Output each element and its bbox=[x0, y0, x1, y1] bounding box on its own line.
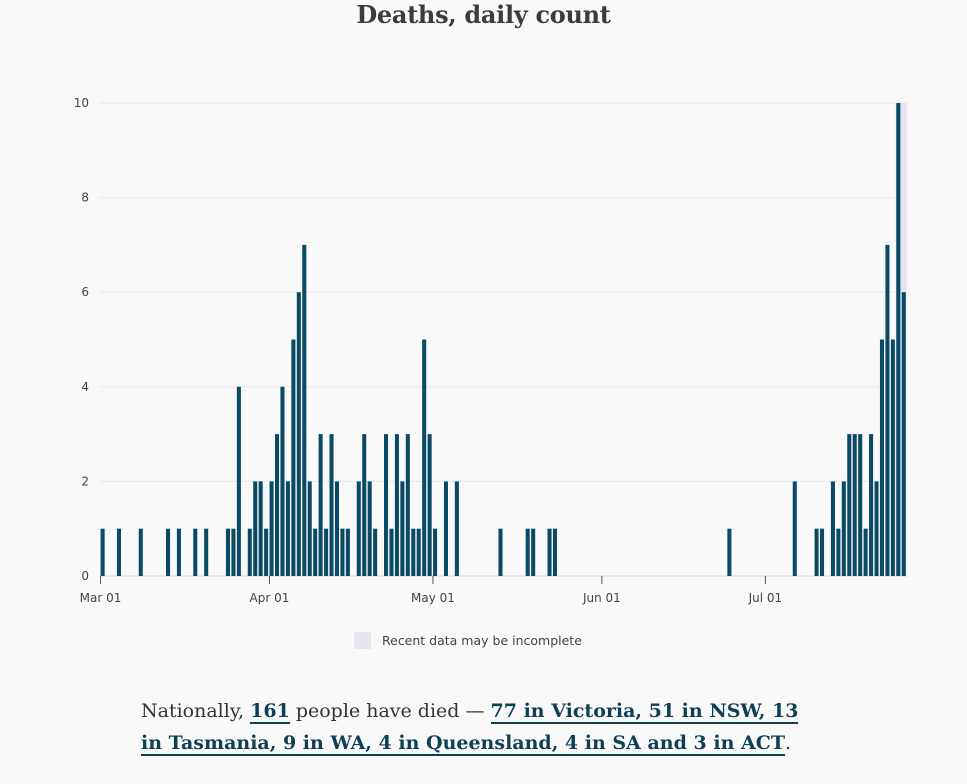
bar[interactable] bbox=[863, 528, 868, 576]
x-tick-label: Jul 01 bbox=[748, 591, 783, 605]
bar[interactable] bbox=[885, 244, 890, 576]
bar[interactable] bbox=[394, 434, 399, 576]
total-deaths-link[interactable]: 161 bbox=[250, 700, 290, 724]
chart-title: Deaths, daily count bbox=[356, 0, 611, 29]
bar[interactable] bbox=[269, 481, 274, 576]
bar[interactable] bbox=[264, 528, 269, 576]
bar[interactable] bbox=[296, 292, 301, 576]
bar[interactable] bbox=[547, 528, 552, 576]
y-axis: 0 2 4 6 8 10 bbox=[74, 96, 89, 583]
bar[interactable] bbox=[275, 434, 280, 576]
bar[interactable] bbox=[858, 434, 863, 576]
bar[interactable] bbox=[285, 481, 290, 576]
bar[interactable] bbox=[356, 481, 361, 576]
bar[interactable] bbox=[329, 434, 334, 576]
bar[interactable] bbox=[280, 386, 285, 576]
bar[interactable] bbox=[901, 292, 906, 576]
bar[interactable] bbox=[847, 434, 852, 576]
y-tick-label: 4 bbox=[81, 380, 89, 394]
y-tick-label: 2 bbox=[81, 474, 89, 488]
bar[interactable] bbox=[302, 244, 307, 576]
bar[interactable] bbox=[231, 528, 236, 576]
bar[interactable] bbox=[433, 528, 438, 576]
bar[interactable] bbox=[727, 528, 732, 576]
bar[interactable] bbox=[820, 528, 825, 576]
bars bbox=[100, 103, 906, 577]
bar[interactable] bbox=[100, 528, 105, 576]
bar[interactable] bbox=[830, 481, 835, 576]
bar[interactable] bbox=[318, 434, 323, 576]
bar[interactable] bbox=[334, 481, 339, 576]
bar[interactable] bbox=[236, 386, 241, 576]
bar[interactable] bbox=[552, 528, 557, 576]
bar[interactable] bbox=[253, 481, 258, 576]
bar[interactable] bbox=[400, 481, 405, 576]
state-breakdown-link[interactable]: 77 in Victoria, 51 in NSW, 13 in Tasmani… bbox=[141, 700, 799, 756]
bar[interactable] bbox=[498, 528, 503, 576]
bar[interactable] bbox=[138, 528, 143, 576]
x-tick-label: Jun 01 bbox=[582, 591, 621, 605]
bar[interactable] bbox=[525, 528, 530, 576]
bar[interactable] bbox=[204, 528, 209, 576]
legend-label: Recent data may be incomplete bbox=[382, 633, 582, 648]
grid-lines bbox=[100, 102, 907, 577]
bar[interactable] bbox=[345, 528, 350, 576]
summary-text: Nationally, 161 people have died — 77 in… bbox=[141, 695, 801, 759]
bar[interactable] bbox=[166, 528, 171, 576]
bar[interactable] bbox=[531, 528, 536, 576]
incomplete-shading bbox=[895, 103, 907, 576]
bar[interactable] bbox=[879, 339, 884, 577]
bar[interactable] bbox=[258, 481, 263, 576]
bar[interactable] bbox=[389, 528, 394, 576]
bar[interactable] bbox=[422, 339, 427, 577]
bar[interactable] bbox=[416, 528, 421, 576]
bar[interactable] bbox=[307, 481, 312, 576]
bar[interactable] bbox=[896, 103, 901, 576]
bar[interactable] bbox=[384, 434, 389, 576]
bar[interactable] bbox=[841, 481, 846, 576]
x-tick-label: Mar 01 bbox=[80, 591, 122, 605]
bar[interactable] bbox=[313, 528, 318, 576]
bar[interactable] bbox=[193, 528, 198, 576]
daily-deaths-chart: 0 2 4 6 8 10 Mar 01 Apr 01 May 01 Jun 01 Jul 01 bbox=[74, 96, 907, 605]
bar[interactable] bbox=[443, 481, 448, 576]
bar[interactable] bbox=[411, 528, 416, 576]
bar[interactable] bbox=[367, 481, 372, 576]
bar[interactable] bbox=[792, 481, 797, 576]
y-tick-label: 8 bbox=[81, 191, 89, 205]
bar[interactable] bbox=[874, 481, 879, 576]
legend: Recent data may be incomplete bbox=[354, 632, 582, 649]
x-tick-label: Apr 01 bbox=[250, 591, 290, 605]
bar[interactable] bbox=[225, 528, 230, 576]
x-axis: Mar 01 Apr 01 May 01 Jun 01 Jul 01 bbox=[80, 576, 783, 605]
bar[interactable] bbox=[324, 528, 329, 576]
x-tick-label: May 01 bbox=[411, 591, 455, 605]
bar[interactable] bbox=[116, 528, 121, 576]
summary-prefix: Nationally, bbox=[141, 700, 251, 722]
bar[interactable] bbox=[454, 481, 459, 576]
y-tick-label: 10 bbox=[74, 96, 89, 110]
summary-suffix: . bbox=[785, 732, 792, 754]
legend-swatch bbox=[354, 632, 371, 649]
bar[interactable] bbox=[340, 528, 345, 576]
bar[interactable] bbox=[405, 434, 410, 576]
bar[interactable] bbox=[852, 434, 857, 576]
bar[interactable] bbox=[427, 434, 432, 576]
summary-middle: people have died — bbox=[289, 700, 491, 722]
bar[interactable] bbox=[373, 528, 378, 576]
y-tick-label: 0 bbox=[81, 569, 89, 583]
bar[interactable] bbox=[890, 339, 895, 577]
incomplete-region bbox=[895, 103, 907, 576]
bar[interactable] bbox=[869, 434, 874, 576]
bar[interactable] bbox=[836, 528, 841, 576]
bar[interactable] bbox=[291, 339, 296, 577]
y-tick-label: 6 bbox=[81, 285, 89, 299]
bar[interactable] bbox=[176, 528, 181, 576]
bar[interactable] bbox=[814, 528, 819, 576]
bar[interactable] bbox=[247, 528, 252, 576]
bar[interactable] bbox=[362, 434, 367, 576]
